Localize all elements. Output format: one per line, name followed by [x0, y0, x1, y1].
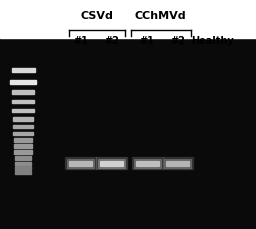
Bar [132, 158, 163, 170]
Text: #2: #2 [104, 36, 119, 46]
Text: #1: #1 [140, 36, 155, 46]
Bar [12, 69, 35, 73]
Bar [15, 156, 31, 160]
Bar [65, 158, 96, 170]
Bar [14, 150, 32, 154]
Text: CSVd: CSVd [81, 11, 114, 21]
Text: #2: #2 [170, 36, 185, 46]
Bar [15, 171, 31, 175]
Bar [15, 162, 31, 166]
Bar [67, 159, 94, 168]
Bar [136, 161, 159, 166]
Text: CChMVd: CChMVd [134, 11, 186, 21]
Bar [12, 100, 34, 104]
Bar [98, 159, 125, 168]
Bar [10, 81, 36, 84]
Bar [13, 118, 33, 121]
Bar [14, 145, 32, 148]
Bar [13, 125, 33, 129]
Bar [96, 158, 127, 170]
Bar [166, 161, 189, 166]
Bar [100, 161, 123, 166]
Bar [134, 159, 161, 168]
Bar [14, 138, 32, 142]
Bar [12, 91, 34, 95]
Text: Healthy: Healthy [191, 36, 234, 46]
Bar [69, 161, 92, 166]
Bar [0, 0, 256, 39]
Bar [163, 158, 193, 170]
Bar [15, 166, 31, 170]
Bar [164, 159, 191, 168]
Text: #1: #1 [73, 36, 88, 46]
Bar [12, 109, 34, 113]
Bar [13, 132, 33, 136]
